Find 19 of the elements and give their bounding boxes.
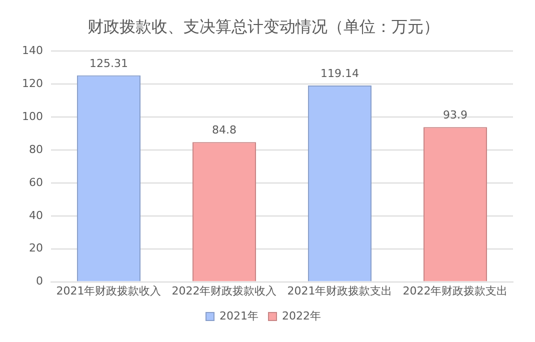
- x-tick-label: 2021年财政拨款收入: [56, 284, 162, 298]
- x-tick-label: 2022年财政拨款支出: [402, 284, 508, 298]
- x-tick-label: 2022年财政拨款收入: [172, 284, 277, 298]
- y-tick-label: 120: [22, 77, 43, 90]
- data-label: 125.31: [89, 56, 128, 70]
- y-tick-label: 40: [28, 208, 43, 222]
- x-tick-label: 2021年财政拨款支出: [287, 284, 392, 298]
- data-label: 93.9: [443, 108, 468, 122]
- chart-title: 财政拨款收、支决算总计变动情况（单位：万元）: [88, 16, 440, 36]
- legend-label: 2022年: [282, 309, 321, 322]
- data-label: 84.8: [212, 123, 236, 136]
- legend-label: 2021年: [220, 309, 259, 322]
- y-tick-label: 80: [28, 142, 43, 156]
- y-tick-label: 60: [28, 176, 43, 189]
- y-tick-label: 140: [22, 44, 43, 58]
- data-label: 119.14: [320, 66, 359, 80]
- y-tick-label: 0: [36, 274, 43, 288]
- y-tick-label: 100: [22, 110, 43, 123]
- y-tick-label: 20: [28, 242, 43, 255]
